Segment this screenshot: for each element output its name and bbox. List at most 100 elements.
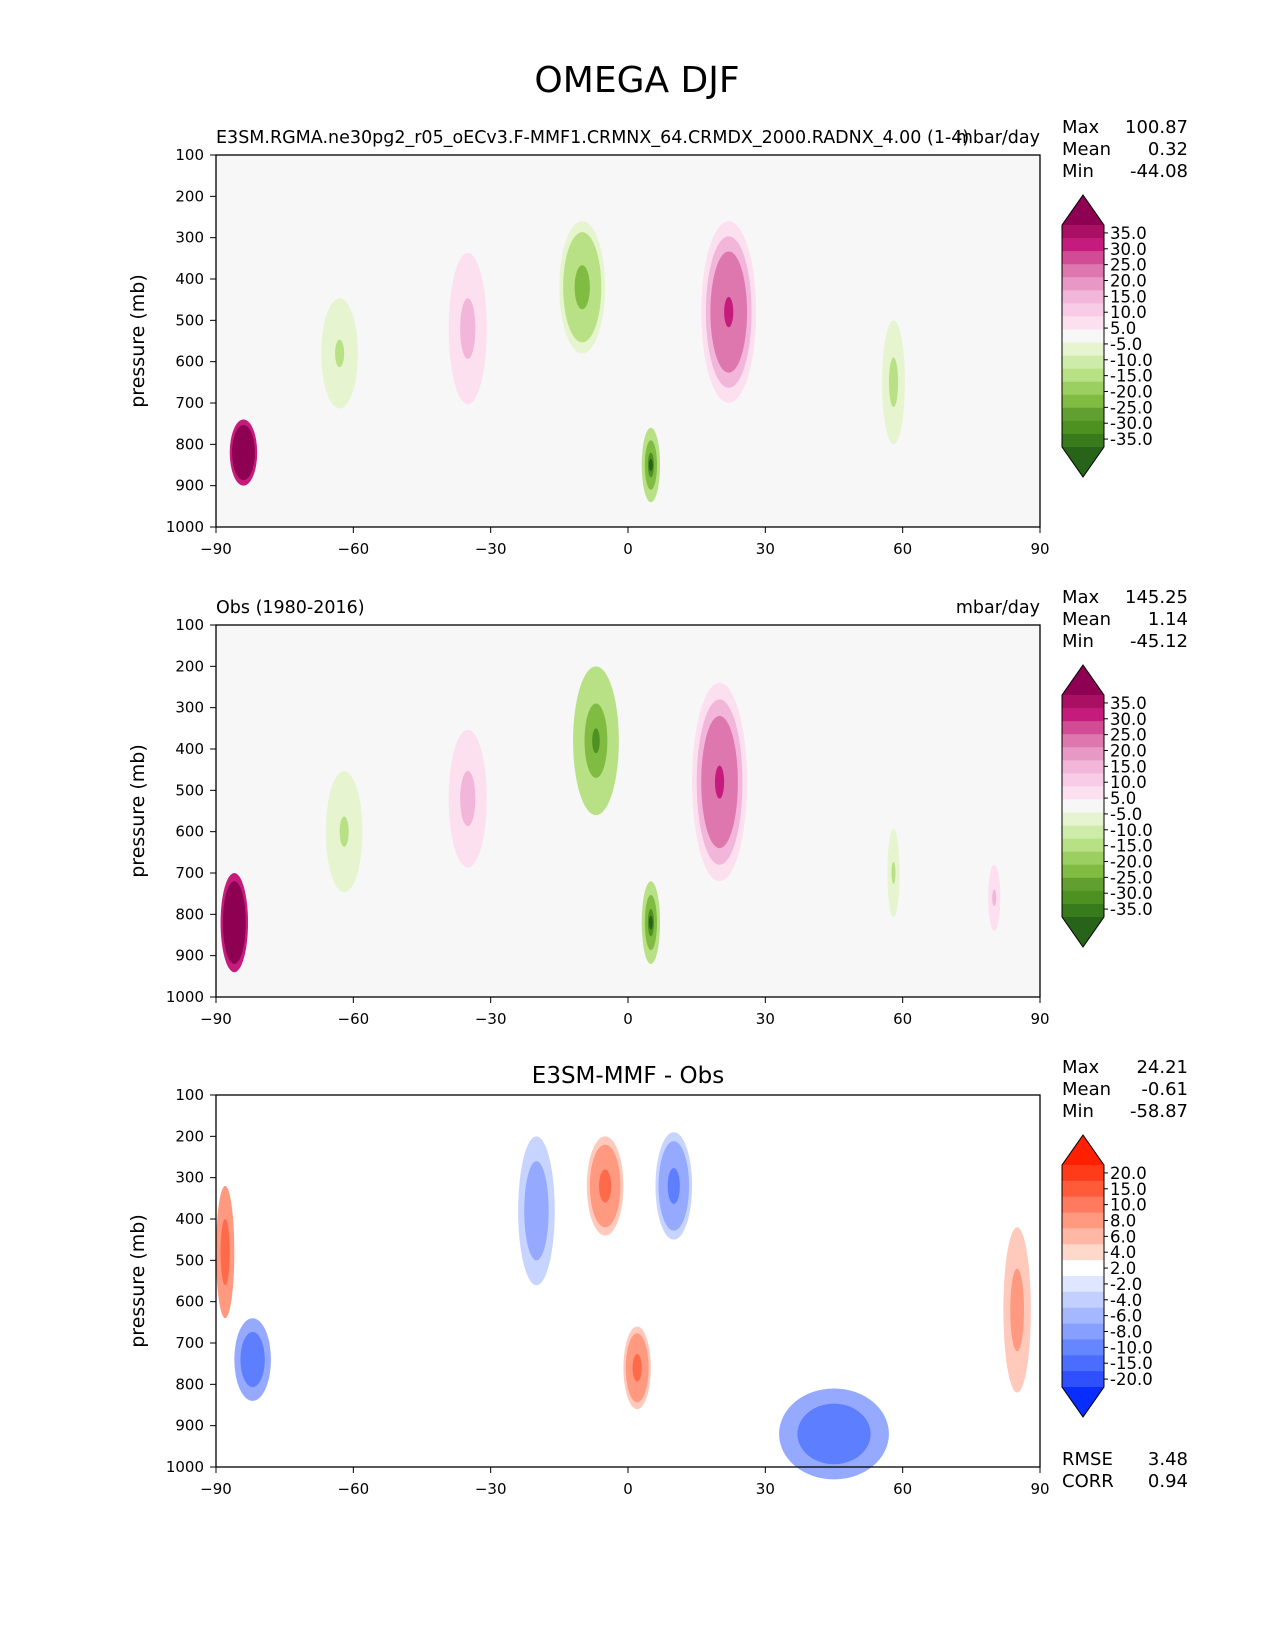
stat-min-label: Min: [1062, 631, 1094, 652]
x-tick-label: 60: [893, 1010, 912, 1028]
colorbar-tick-label: 20.0: [1110, 1164, 1147, 1183]
colorbar: 35.030.025.020.015.010.05.0-5.0-10.0-15.…: [1061, 664, 1153, 948]
contour-region-2: [335, 339, 345, 368]
colorbar-outline: [1061, 664, 1105, 948]
x-tick-label: −90: [200, 540, 232, 558]
y-tick-label: 300: [175, 1169, 204, 1187]
colorbar-tick-label: -25.0: [1110, 868, 1153, 887]
colorbar-tick-label: -5.0: [1110, 335, 1142, 354]
colorbar-segment: [1062, 734, 1104, 748]
y-tick-label: 900: [175, 477, 204, 495]
stat-min-label: Min: [1062, 1101, 1094, 1122]
colorbar-segment: [1062, 1165, 1104, 1182]
x-tick-label: −90: [200, 1480, 232, 1498]
y-axis-label: pressure (mb): [127, 1214, 149, 1348]
colorbar-tick-label: 20.0: [1110, 272, 1147, 291]
metric-rmse-label: RMSE: [1062, 1449, 1113, 1470]
colorbar-segment: [1062, 394, 1104, 409]
colorbar-segment: [1062, 799, 1104, 814]
colorbar-segment: [1062, 1307, 1104, 1325]
colorbar-segment: [1062, 290, 1104, 304]
x-tick-label: 90: [1030, 540, 1049, 558]
metric-corr-label: CORR: [1062, 1471, 1114, 1492]
y-tick-label: 400: [175, 740, 204, 758]
colorbar-tick-label: 10.0: [1110, 1196, 1147, 1215]
stat-min-label: Min: [1062, 161, 1094, 182]
colorbar-segment: [1062, 1180, 1104, 1198]
colorbar-segment: [1062, 381, 1104, 396]
colorbar-tick-label: -20.0: [1110, 853, 1153, 872]
colorbar-tick-label: -10.0: [1110, 1338, 1153, 1357]
contour-region-5: [648, 458, 653, 472]
colorbar-segment: [1062, 264, 1104, 278]
contour-region-8: [992, 889, 997, 907]
colorbar-tick-label: -25.0: [1110, 398, 1153, 417]
panel-left-title: Obs (1980-2016): [216, 598, 365, 618]
contour-region-7: [891, 369, 896, 395]
colorbar-tick-label: -6.0: [1110, 1307, 1142, 1326]
colorbar-segment: [1062, 786, 1104, 800]
colorbar-tick-label: 30.0: [1110, 240, 1147, 259]
y-tick-label: 100: [175, 1086, 204, 1104]
colorbar-tick-label: 15.0: [1110, 1180, 1147, 1199]
colorbar-segment: [1062, 368, 1104, 383]
contour-region-3: [463, 313, 472, 344]
stat-mean-label: Mean: [1062, 1079, 1111, 1100]
y-tick-label: 100: [175, 616, 204, 634]
y-tick-label: 800: [175, 1375, 204, 1393]
colorbar-tick-label: -2.0: [1110, 1275, 1142, 1294]
colorbar-tick-label: 15.0: [1110, 287, 1147, 306]
y-tick-label: 1000: [166, 1458, 204, 1476]
y-tick-label: 500: [175, 1251, 204, 1269]
colorbar-extend-top: [1062, 1135, 1104, 1165]
colorbar-tick-label: 10.0: [1110, 303, 1147, 322]
y-axis-label: pressure (mb): [127, 274, 149, 408]
colorbar-tick-label: 35.0: [1110, 224, 1147, 243]
colorbar-segment: [1062, 1228, 1104, 1245]
contour-region-6: [724, 296, 734, 328]
x-tick-label: −30: [475, 1010, 507, 1028]
stat-mean-value: 1.14: [1148, 609, 1188, 630]
colorbar-tick-label: 25.0: [1110, 256, 1147, 275]
panel-right-title: mbar/day: [956, 598, 1040, 618]
x-tick-label: −30: [475, 1480, 507, 1498]
stat-max-value: 24.21: [1136, 1057, 1188, 1078]
colorbar-segment: [1062, 864, 1104, 879]
x-tick-label: 30: [756, 1480, 775, 1498]
colorbar-tick-label: 15.0: [1110, 757, 1147, 776]
x-tick-label: 0: [623, 1010, 633, 1028]
colorbar-extend-top: [1062, 665, 1104, 695]
colorbar-segment: [1062, 277, 1104, 291]
stat-min-value: -44.08: [1130, 161, 1188, 182]
y-tick-label: 600: [175, 353, 204, 371]
y-tick-label: 200: [175, 657, 204, 675]
colorbar-segment: [1062, 1323, 1104, 1340]
colorbar-segment: [1062, 1196, 1104, 1214]
contour-region-3: [533, 1198, 540, 1224]
contour-region-4: [578, 276, 587, 299]
contour-region-2: [249, 1352, 256, 1367]
contour-region-1: [241, 447, 246, 459]
stat-mean-label: Mean: [1062, 609, 1111, 630]
panel-left-title: E3SM.RGMA.ne30pg2_r05_oECv3.F-MMF1.CRMNX…: [216, 128, 969, 148]
y-tick-label: 700: [175, 394, 204, 412]
colorbar-segment: [1062, 1355, 1104, 1372]
colorbar-tick-label: -15.0: [1110, 367, 1153, 386]
x-tick-label: −60: [338, 1480, 370, 1498]
y-tick-label: 100: [175, 146, 204, 164]
panel-right-title: mbar/day: [956, 128, 1040, 148]
colorbar-segment: [1062, 838, 1104, 853]
y-tick-label: 700: [175, 864, 204, 882]
colorbar: 35.030.025.020.015.010.05.0-5.0-10.0-15.…: [1061, 194, 1153, 478]
colorbar-segment: [1062, 355, 1104, 370]
colorbar-segment: [1062, 825, 1104, 840]
contour-region-6: [670, 1176, 677, 1195]
contour-field: [229, 221, 908, 503]
x-tick-label: −60: [338, 1010, 370, 1028]
colorbar-segment: [1062, 708, 1104, 722]
colorbar-segment: [1062, 747, 1104, 761]
colorbar-tick-label: 4.0: [1110, 1243, 1136, 1262]
x-tick-label: 30: [756, 540, 775, 558]
